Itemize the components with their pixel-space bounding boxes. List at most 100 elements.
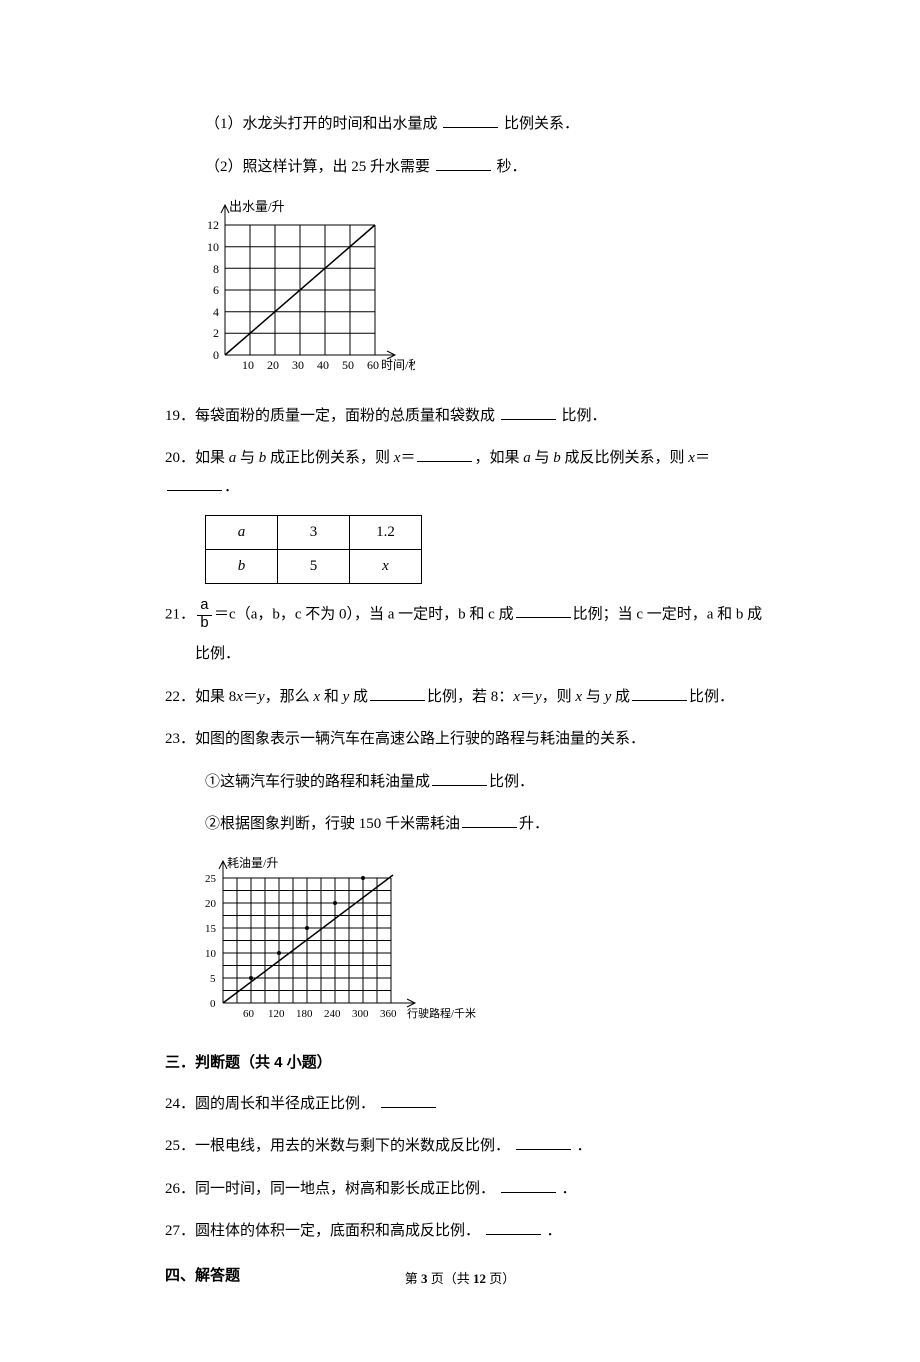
x-tick: 240	[324, 1008, 341, 1020]
y-tick: 10	[207, 240, 219, 254]
y-tick: 8	[213, 262, 219, 276]
var-a: a	[523, 450, 531, 466]
blank	[381, 1093, 436, 1108]
blank	[516, 1135, 571, 1150]
blank	[432, 771, 487, 786]
text: （a，b，c 不为 0），当 a 一定时，b 和 c 成	[236, 606, 514, 622]
blank	[462, 813, 517, 828]
q25: 25．一根电线，用去的米数与剩下的米数成反比例． ．	[165, 1132, 765, 1161]
q19-pre: 19．每袋面粉的质量一定，面粉的总质量和袋数成	[165, 408, 495, 424]
q19-post: 比例．	[562, 408, 607, 424]
text: ＝	[243, 689, 258, 705]
page-footer: 第 3 页（共 12 页）	[0, 1267, 920, 1292]
text: ．	[547, 1223, 562, 1239]
text: ＝	[695, 450, 710, 466]
table-row: a 3 1.2	[206, 516, 422, 550]
var-y: y	[535, 689, 542, 705]
text: 比例．	[689, 689, 734, 705]
q23-sub2: ②根据图象判断，行驶 150 千米需耗油 升．	[205, 810, 765, 839]
x-tick: 10	[242, 358, 254, 372]
chart-svg: 出水量/升	[195, 195, 415, 375]
blank	[501, 1178, 556, 1193]
text: 比例；当 c 一定时，a 和 b 成	[573, 606, 763, 622]
q19: 19．每袋面粉的质量一定，面粉的总质量和袋数成 比例．	[165, 402, 765, 431]
text: 页）	[486, 1271, 515, 1286]
table-row: b 5 x	[206, 550, 422, 584]
q20: 20．如果 a 与 b 成正比例关系，则 x＝，如果 a 与 b 成反比例关系，…	[165, 444, 765, 501]
var-x: x	[688, 450, 695, 466]
blank	[486, 1220, 541, 1235]
frac-num: a	[197, 598, 212, 616]
text: 与	[582, 689, 605, 705]
x-tick: 360	[380, 1008, 397, 1020]
y-tick: 15	[205, 923, 217, 935]
text: 升．	[519, 816, 549, 832]
x-tick: 40	[317, 358, 329, 372]
chart-xlabel: 行驶路程/千米	[407, 1006, 476, 1020]
text: 第	[405, 1271, 421, 1286]
blank	[501, 405, 556, 420]
text: ．	[577, 1138, 592, 1154]
text: 24．圆的周长和半径成正比例．	[165, 1096, 375, 1112]
text: 27．圆柱体的体积一定，底面积和高成反比例．	[165, 1223, 480, 1239]
blank	[632, 686, 687, 701]
q24: 24．圆的周长和半径成正比例．	[165, 1090, 765, 1119]
text: 比例．	[195, 646, 240, 662]
text: 与	[236, 450, 259, 466]
frac-den: b	[197, 616, 212, 633]
text: 和	[320, 689, 343, 705]
text: 成正比例关系，则	[266, 450, 394, 466]
q22: 22．如果 8x＝y，那么 x 和 y 成比例，若 8：x＝y，则 x 与 y …	[165, 683, 765, 712]
q23-sub1: ①这辆汽车行驶的路程和耗油量成 比例．	[205, 768, 765, 797]
q18-sub2-pre: （2）照这样计算，出 25 升水需要	[205, 159, 430, 175]
q18-sub2-post: 秒．	[497, 159, 527, 175]
y-tick: 4	[213, 305, 219, 319]
var-x: x	[513, 689, 520, 705]
y-tick: 0	[213, 348, 219, 362]
q18-sub1-pre: （1）水龙头打开的时间和出水量成	[205, 116, 438, 132]
y-tick: 12	[207, 218, 219, 232]
text: 成	[611, 689, 630, 705]
text: 25．一根电线，用去的米数与剩下的米数成反比例．	[165, 1138, 510, 1154]
chart-xlabel: 时间/秒	[381, 358, 415, 372]
y-tick: 5	[210, 973, 216, 985]
var-x: x	[236, 689, 243, 705]
var-b: b	[553, 450, 561, 466]
section3-title: 三．判断题（共 4 小题）	[165, 1049, 765, 1078]
chart-ylabel: 出水量/升	[229, 199, 285, 214]
text: ，则	[542, 689, 576, 705]
text: ②根据图象判断，行驶 150 千米需耗油	[205, 816, 460, 832]
x-tick: 20	[267, 358, 279, 372]
text: ，那么	[265, 689, 314, 705]
text: 比例．	[489, 774, 534, 790]
text: ．	[224, 479, 239, 495]
y-tick: 6	[213, 283, 219, 297]
chart-grid	[219, 861, 415, 1007]
text: ＝c	[214, 606, 236, 622]
page-total: 12	[473, 1271, 486, 1286]
q26: 26．同一时间，同一地点，树高和影长成正比例． ．	[165, 1175, 765, 1204]
blank	[443, 113, 498, 128]
text: ＝	[520, 689, 535, 705]
x-tick: 60	[243, 1008, 255, 1020]
page: （1）水龙头打开的时间和出水量成 比例关系． （2）照这样计算，出 25 升水需…	[0, 0, 920, 1362]
text: 成	[349, 689, 368, 705]
blank	[370, 686, 425, 701]
text: 26．同一时间，同一地点，树高和影长成正比例．	[165, 1181, 495, 1197]
chart-grid	[221, 205, 395, 359]
text: ①这辆汽车行驶的路程和耗油量成	[205, 774, 430, 790]
chart-ylabel: 耗油量/升	[227, 856, 278, 870]
cell: a	[206, 516, 278, 550]
y-tick: 10	[205, 948, 217, 960]
q18-chart: 出水量/升	[195, 195, 765, 386]
text: 页（共	[427, 1271, 473, 1286]
blank	[167, 476, 222, 491]
q23-main: 23．如图的图象表示一辆汽车在高速公路上行驶的路程与耗油量的关系．	[165, 731, 645, 747]
q18-sub1-post: 比例关系．	[504, 116, 579, 132]
q18-sub1: （1）水龙头打开的时间和出水量成 比例关系．	[205, 110, 765, 139]
q23-chart: 耗油量/升	[195, 853, 765, 1034]
x-tick: 300	[352, 1008, 369, 1020]
fraction: ab	[197, 598, 212, 632]
text: 20．如果	[165, 450, 229, 466]
text: 成反比例关系，则	[561, 450, 689, 466]
